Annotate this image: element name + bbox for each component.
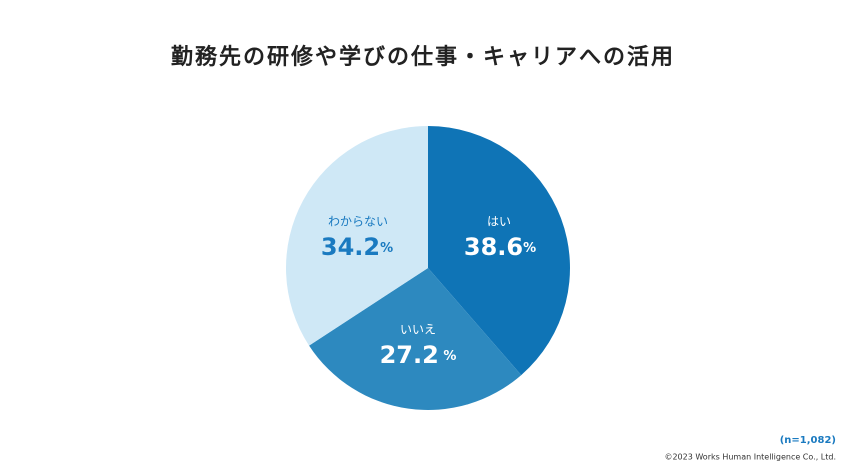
pie-slice — [309, 268, 522, 410]
slice-value-label: 34.2% — [321, 233, 393, 261]
pie-slice — [285, 126, 428, 346]
slice-category-label: わからない — [328, 215, 388, 229]
chart-title: 勤務先の研修や学びの仕事・キャリアへの活用 — [171, 44, 675, 70]
sample-note: (n=1,082) — [780, 435, 836, 446]
pie-slice — [428, 126, 570, 376]
slice-category-label: いいえ — [400, 323, 436, 337]
copyright: ©2023 Works Human Intelligence Co., Ltd. — [664, 453, 836, 462]
slice-category-label: はい — [487, 215, 511, 229]
slice-value-label: 27.2 % — [380, 341, 457, 369]
slice-value-label: 38.6% — [464, 233, 536, 261]
